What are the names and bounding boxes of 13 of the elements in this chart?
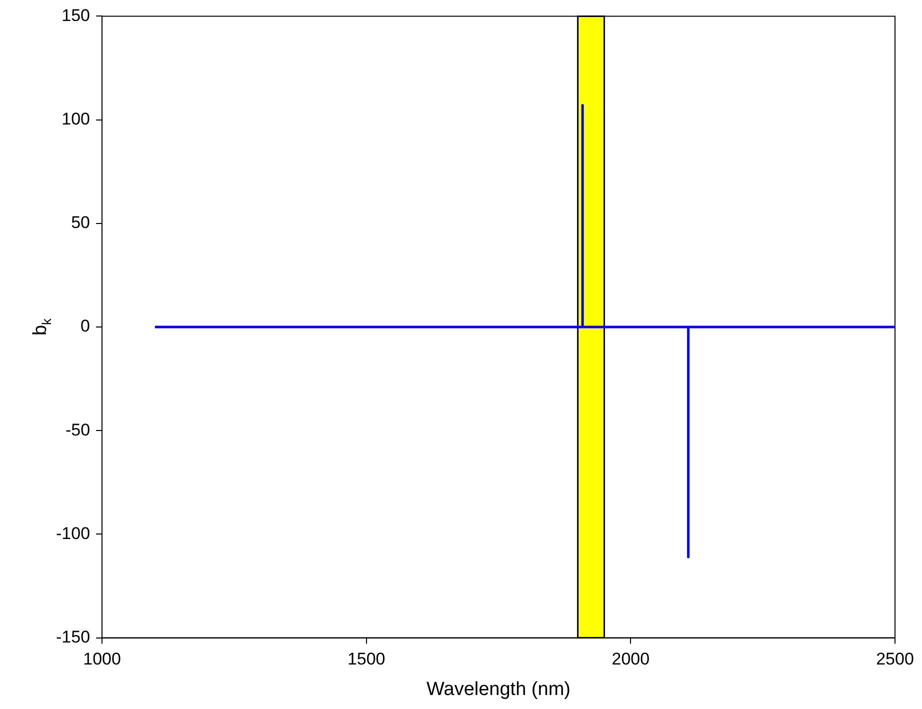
x-tick-label: 2500 <box>876 650 914 669</box>
y-tick-label: 100 <box>62 109 90 128</box>
y-tick-label: 150 <box>62 6 90 25</box>
y-tick-label: 50 <box>71 213 90 232</box>
y-tick-label: -100 <box>56 524 90 543</box>
x-tick-label: 1500 <box>347 650 386 669</box>
x-tick-label: 2000 <box>612 650 650 669</box>
y-axis-title: bk <box>30 318 54 336</box>
y-tick-label: 0 <box>80 316 90 336</box>
y-tick-label: -50 <box>65 420 90 440</box>
x-axis-title: Wavelength (nm) <box>426 678 570 700</box>
x-tick-label: 1000 <box>83 650 121 669</box>
y-tick-label: -150 <box>56 627 90 646</box>
